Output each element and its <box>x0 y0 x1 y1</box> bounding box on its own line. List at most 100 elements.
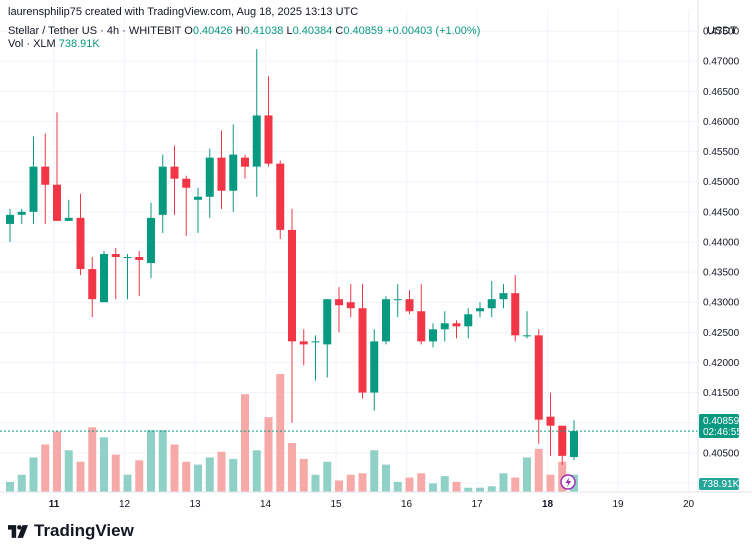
candle-down <box>41 133 50 224</box>
y-tick-label: 0.47000 <box>703 57 740 68</box>
candle-up <box>323 299 332 378</box>
candle-down <box>452 320 461 339</box>
x-tick-label: 19 <box>613 499 625 510</box>
volume-bar <box>358 473 367 492</box>
volume-legend-label: Vol · XLM <box>8 38 56 50</box>
y-tick-label: 0.46000 <box>703 117 740 128</box>
candle-body <box>311 341 320 343</box>
candle-down <box>405 290 414 315</box>
candle-down <box>546 392 555 456</box>
volume-bar <box>217 451 226 492</box>
volume-bar <box>147 430 155 492</box>
candle-up <box>100 251 108 303</box>
lightning-icon[interactable] <box>560 474 576 490</box>
volume-bar <box>405 477 414 492</box>
candle-up <box>123 254 132 300</box>
volume-bar <box>523 457 531 492</box>
candle-body <box>464 314 473 327</box>
volume-bar <box>417 473 426 492</box>
volume-legend[interactable]: Vol · XLM 738.91K <box>8 38 100 50</box>
open-value: 0.40426 <box>192 25 233 37</box>
candle-body <box>205 157 214 197</box>
candle-body <box>370 341 379 393</box>
y-tick-label: 0.45000 <box>703 177 740 188</box>
close-label: C <box>335 25 344 37</box>
symbol-legend[interactable]: Stellar / Tether US · 4h · WHITEBIT O0.4… <box>8 25 480 37</box>
y-axis-ticks: 0.47500 0.47000 0.46500 0.46000 0.45500 0.450… <box>703 27 740 490</box>
candle-body <box>323 299 332 345</box>
change-value: +0.00403 (+1.00%) <box>386 25 481 37</box>
candle-body <box>288 229 296 342</box>
x-tick-label: 12 <box>119 499 131 510</box>
volume-legend-value: 738.91K <box>58 38 100 50</box>
candle-up <box>393 284 402 318</box>
high-label: H <box>235 25 244 37</box>
candle-up <box>523 311 531 339</box>
volume-bar <box>229 458 238 492</box>
candle-up <box>64 199 73 221</box>
volume-bar <box>17 474 26 492</box>
volume-bar <box>452 481 461 492</box>
volume-bar <box>534 448 543 492</box>
candle-up <box>476 302 484 318</box>
volume-bar <box>299 458 308 492</box>
candle-body <box>182 178 191 188</box>
candle-body <box>64 217 73 221</box>
candle-body <box>487 299 496 309</box>
low-value: 0.40384 <box>292 25 333 37</box>
volume-bar <box>170 444 179 492</box>
candle-body <box>476 308 484 312</box>
volume-bar <box>346 474 355 492</box>
y-tick-label: 0.43000 <box>703 298 740 309</box>
candle-body <box>276 163 285 230</box>
volume-bar <box>182 461 191 492</box>
volume-bar <box>288 443 296 492</box>
candle-down <box>358 284 367 399</box>
candle-body <box>570 431 578 458</box>
last-price-label: 0.40859 02:46:55 <box>699 414 742 438</box>
candle-down <box>170 145 179 215</box>
y-tick-label: 0.44000 <box>703 237 740 248</box>
candle-down <box>335 287 343 333</box>
volume-bar <box>382 464 390 492</box>
volume-bar <box>158 430 167 492</box>
volume-bar <box>393 481 402 492</box>
candle-body <box>41 166 50 185</box>
candle-body <box>299 341 308 345</box>
candle-down <box>241 154 249 179</box>
volume-bar <box>53 431 61 492</box>
symbol-title: Stellar / Tether US · 4h · WHITEBIT <box>8 25 182 37</box>
candle-up <box>311 335 320 381</box>
x-tick-label: 15 <box>331 499 343 510</box>
candle-down <box>299 329 308 366</box>
candle-up <box>370 329 379 411</box>
candle-body <box>76 217 85 270</box>
y-tick-label: 0.46500 <box>703 87 740 98</box>
price-grid <box>0 10 698 492</box>
volume-bar <box>88 427 97 492</box>
candle-body <box>417 311 426 342</box>
volume-bar <box>205 457 214 492</box>
volume-bar <box>194 464 202 492</box>
candle-down <box>534 329 543 444</box>
candle-body <box>135 257 144 261</box>
candle-down <box>76 193 85 276</box>
close-value: 0.40859 <box>343 25 384 37</box>
volume-bar <box>476 487 484 492</box>
candle-up <box>570 420 578 461</box>
tradingview-brand[interactable]: TradingView <box>8 521 134 541</box>
candle-up <box>205 148 214 218</box>
candle-down <box>558 425 567 465</box>
candle-body <box>393 299 402 301</box>
y-tick-label: 0.41500 <box>703 388 740 399</box>
candle-body <box>511 293 520 336</box>
volume-bar <box>135 460 144 492</box>
candle-body <box>100 254 108 303</box>
candle-down <box>276 160 285 239</box>
x-tick-label: 16 <box>401 499 413 510</box>
candle-body <box>358 308 367 393</box>
volume-bar <box>511 477 520 492</box>
x-tick-label: 18 <box>542 499 554 510</box>
volume-bar <box>123 474 132 492</box>
